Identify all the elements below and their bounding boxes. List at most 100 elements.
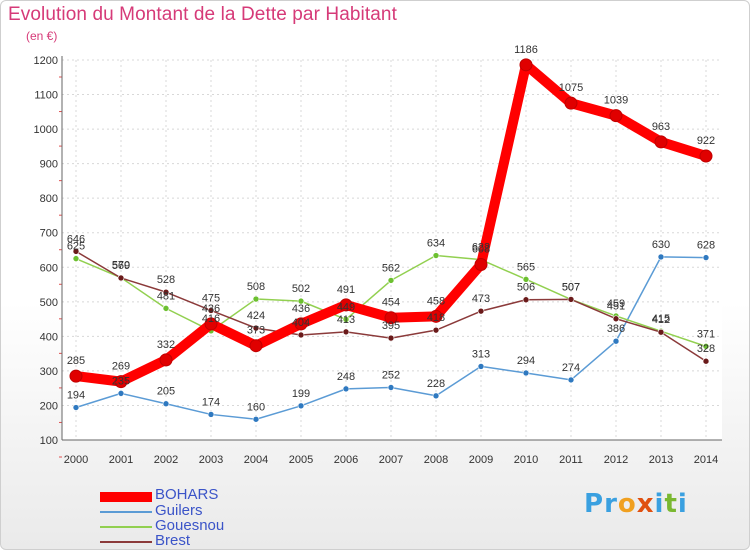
legend-swatch-bohars	[100, 492, 152, 502]
data-label-brest: 528	[157, 274, 175, 286]
data-point-brest	[567, 296, 575, 303]
data-point-bohars	[69, 369, 83, 383]
x-tick-label: 2010	[514, 454, 538, 466]
data-point-bohars	[609, 109, 623, 123]
data-label-gouesnou: 570	[112, 260, 130, 272]
data-point-brest	[612, 315, 620, 323]
data-label-gouesnou: 449	[337, 301, 355, 313]
data-label-bohars: 436	[202, 303, 220, 315]
legend-swatch-guilers	[100, 511, 152, 513]
data-point-gouesnou	[297, 297, 305, 305]
data-label-guilers: 248	[337, 371, 355, 383]
data-point-guilers	[567, 376, 575, 384]
data-point-brest	[432, 326, 440, 334]
data-label-guilers: 194	[67, 390, 85, 402]
data-point-guilers	[432, 392, 440, 400]
data-label-guilers: 160	[247, 401, 265, 413]
x-tick-label: 2008	[424, 454, 448, 466]
y-tick-label: 1200	[34, 55, 58, 67]
logo-letter: o	[617, 489, 637, 519]
data-label-bohars: 1186	[514, 44, 538, 56]
data-label-gouesnou: 415	[652, 313, 670, 325]
y-tick-label: 200	[40, 400, 58, 412]
chart-title: Evolution du Montant de la Dette par Hab…	[8, 4, 397, 25]
x-tick-label: 2006	[334, 454, 358, 466]
data-label-brest: 328	[697, 343, 715, 355]
data-point-bohars	[204, 317, 218, 331]
data-point-gouesnou	[162, 305, 170, 312]
data-point-guilers	[162, 400, 170, 408]
y-tick-label: 900	[40, 159, 58, 171]
data-label-brest: 569	[112, 260, 130, 272]
data-label-gouesnou: 371	[697, 328, 715, 340]
y-tick-label: 1100	[34, 90, 58, 102]
y-tick-label: 400	[40, 331, 58, 343]
data-label-guilers: 628	[697, 240, 715, 252]
data-label-gouesnou: 481	[157, 290, 175, 302]
data-label-guilers: 274	[562, 362, 580, 374]
data-label-bohars: 1039	[604, 95, 628, 107]
logo-letter: i	[677, 489, 688, 519]
x-tick-label: 2007	[379, 454, 403, 466]
logo-letter: x	[636, 489, 655, 519]
data-point-bohars	[699, 149, 713, 163]
data-point-brest	[72, 248, 80, 255]
y-tick-label: 100	[40, 435, 58, 447]
plot-area	[62, 60, 722, 440]
legend-swatch-brest	[100, 541, 152, 543]
data-label-brest: 395	[382, 320, 400, 332]
y-tick-label: 800	[40, 193, 58, 205]
data-label-gouesnou: 562	[382, 262, 400, 274]
legend-label-brest: Brest	[155, 532, 191, 549]
data-point-bohars	[114, 375, 128, 389]
data-label-gouesnou: 416	[202, 313, 220, 325]
data-label-brest: 506	[517, 282, 535, 294]
data-point-gouesnou	[432, 252, 440, 259]
data-label-gouesnou: 565	[517, 261, 535, 273]
y-tick-label: 700	[40, 228, 58, 240]
x-tick-label: 2000	[64, 454, 88, 466]
data-label-gouesnou: 507	[562, 281, 580, 293]
data-label-brest: 507	[562, 281, 580, 293]
data-point-brest	[702, 357, 710, 365]
data-point-bohars	[654, 135, 668, 149]
x-tick-label: 2001	[109, 454, 133, 466]
data-label-gouesnou: 508	[247, 281, 265, 293]
x-tick-label: 2012	[604, 454, 628, 466]
data-label-guilers: 630	[652, 239, 670, 251]
data-label-brest: 646	[67, 233, 85, 245]
data-point-bohars	[249, 339, 263, 353]
data-point-brest	[522, 296, 530, 304]
data-label-brest: 473	[472, 293, 490, 305]
data-point-gouesnou	[387, 277, 395, 284]
chart-subtitle: (en €)	[26, 29, 58, 43]
data-point-bohars	[384, 311, 398, 325]
data-point-brest	[477, 307, 485, 315]
data-point-guilers	[252, 415, 260, 423]
data-point-bohars	[474, 258, 488, 272]
data-point-brest	[387, 334, 395, 342]
legend-label-bohars: BOHARS	[155, 486, 219, 503]
data-label-brest: 418	[427, 312, 445, 324]
y-tick-label: 300	[40, 366, 58, 378]
legend-label-gouesnou: Gouesnou	[155, 517, 225, 534]
logo-letter: i	[654, 489, 665, 519]
data-label-gouesnou: 622	[472, 242, 490, 254]
data-label-bohars: 332	[157, 339, 175, 351]
data-point-bohars	[294, 317, 308, 331]
data-label-guilers: 386	[607, 323, 625, 335]
data-label-guilers: 252	[382, 369, 400, 381]
data-point-guilers	[387, 384, 395, 391]
data-point-bohars	[429, 309, 443, 323]
data-point-brest	[297, 331, 305, 339]
data-label-bohars: 491	[337, 284, 355, 296]
legend-swatch-gouesnou	[100, 526, 152, 528]
data-point-guilers	[207, 411, 215, 418]
data-point-gouesnou	[252, 295, 260, 303]
data-label-brest: 451	[607, 301, 625, 313]
data-point-bohars	[339, 298, 353, 312]
logo-letter: P	[584, 489, 605, 519]
data-point-bohars	[564, 96, 578, 110]
data-point-gouesnou	[522, 276, 530, 283]
data-label-gouesnou: 502	[292, 283, 310, 295]
